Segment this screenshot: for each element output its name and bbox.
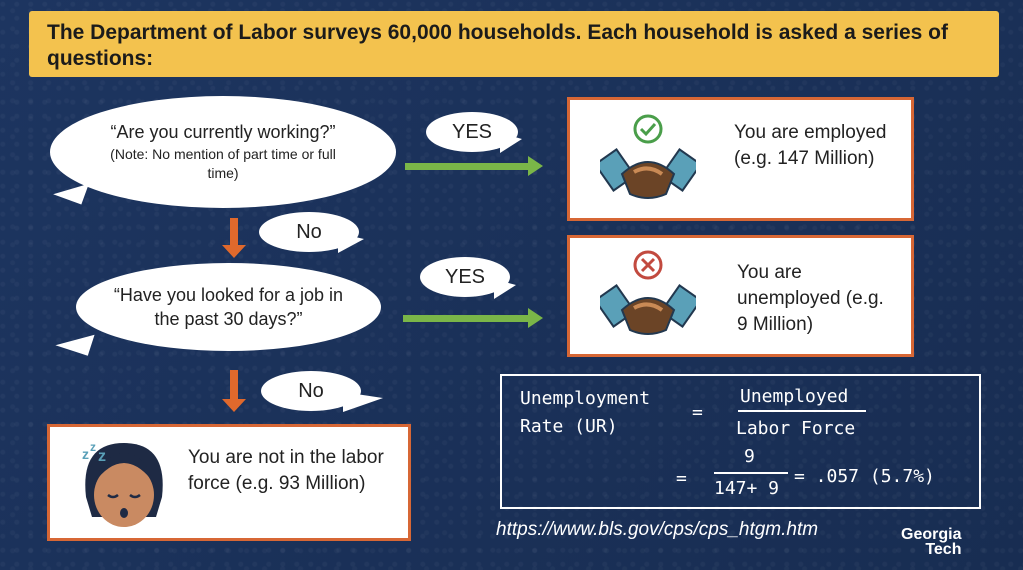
svg-text:z: z — [98, 448, 106, 465]
not-in-labor-force-text: You are not in the labor force (e.g. 93 … — [188, 447, 384, 494]
formula-lhs-line2: Rate (UR) — [520, 416, 618, 437]
handshake-icon — [600, 250, 696, 335]
formula-lhs-line1: Unemployment — [520, 388, 651, 409]
employed-text: You are employed (e.g. 147 Million) — [734, 122, 887, 169]
answer-yes-label: YES — [444, 265, 486, 288]
unemployed-box: You are unemployed (e.g. 9 Million) — [567, 235, 914, 357]
bubble-tail — [494, 279, 516, 299]
question-bubble-working: “Are you currently working?” (Note: No m… — [50, 96, 396, 208]
logo-line2: Tech — [925, 541, 962, 558]
formula-numerator-value: 9 — [744, 446, 755, 467]
question-working-note: (Note: No mention of part time or full t… — [110, 146, 336, 181]
unemployed-text: You are unemployed (e.g. 9 Million) — [737, 262, 884, 335]
georgia-tech-logo: Georgia Tech — [901, 526, 962, 558]
formula-denominator-value: 147+ 9 — [714, 478, 780, 499]
handshake-icon — [600, 114, 696, 199]
yes-arrow — [405, 156, 543, 176]
svg-text:z: z — [82, 446, 89, 462]
not-in-labor-force-box: z z z You are not in the labor force (e.… — [47, 424, 411, 541]
answer-no-bubble: No — [261, 371, 361, 411]
bubble-tail — [343, 392, 383, 412]
source-url: https://www.bls.gov/cps/cps_htgm.htm — [496, 519, 819, 540]
answer-yes-label: YES — [451, 120, 493, 143]
question-bubble-looking: “Have you looked for a job in the past 3… — [76, 263, 381, 351]
answer-yes-bubble: YES — [426, 112, 518, 152]
formula-denominator: Labor Force — [736, 418, 856, 439]
employed-box: You are employed (e.g. 147 Million) — [567, 97, 914, 221]
yes-arrow — [403, 308, 543, 328]
formula-numerator: Unemployed — [740, 386, 849, 407]
title-banner: The Department of Labor surveys 60,000 h… — [29, 11, 999, 77]
formula-equals: = — [676, 468, 687, 489]
formula-equals: = — [692, 402, 703, 423]
bubble-tail — [338, 233, 364, 253]
unemployment-rate-formula: Unemployment Rate (UR) = Unemployed Labo… — [500, 374, 981, 509]
bubble-tail — [500, 133, 522, 153]
formula-result: = .057 (5.7%) — [794, 466, 935, 487]
answer-no-label: No — [298, 379, 324, 402]
fraction-bar — [738, 410, 866, 412]
question-looking-text: “Have you looked for a job in the past 3… — [113, 285, 344, 329]
no-arrow — [222, 218, 246, 258]
question-working-text: “Are you currently working?” — [110, 122, 336, 142]
no-arrow — [222, 370, 246, 412]
fraction-bar — [714, 472, 788, 474]
sleeping-person-icon: z z z — [82, 440, 163, 527]
answer-no-label: No — [296, 220, 322, 243]
logo-line1: Georgia — [901, 526, 962, 543]
svg-text:z: z — [90, 440, 96, 454]
bubble-tail — [55, 324, 95, 356]
